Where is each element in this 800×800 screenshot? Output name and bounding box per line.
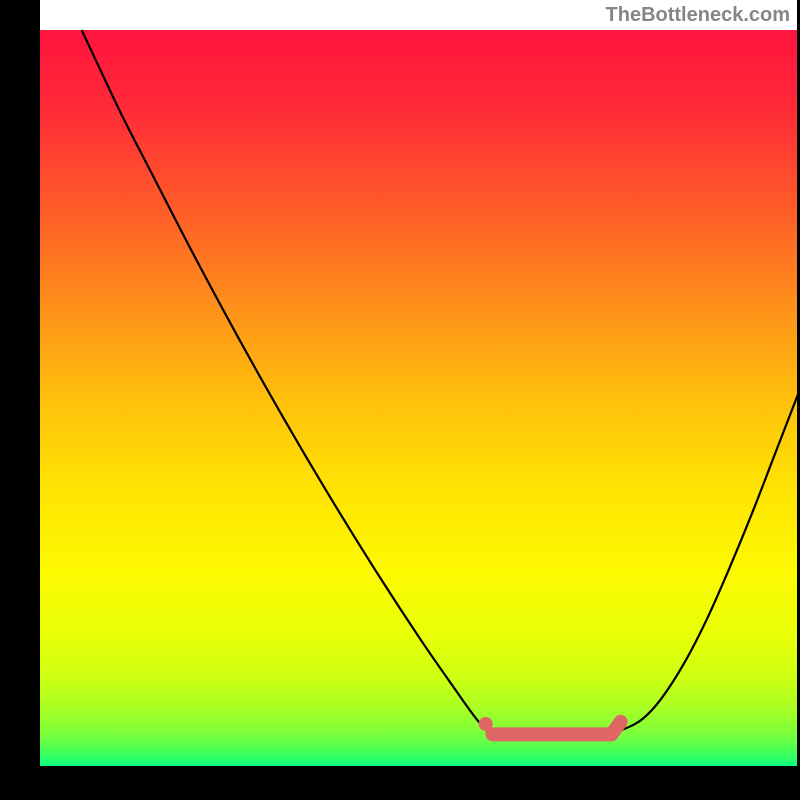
chart-svg xyxy=(0,0,800,800)
border-left xyxy=(0,0,40,800)
watermark-text: TheBottleneck.com xyxy=(606,4,790,27)
marker-dot xyxy=(479,717,493,731)
gradient-background xyxy=(40,30,798,766)
bottleneck-chart: TheBottleneck.com xyxy=(0,0,800,800)
border-bottom xyxy=(0,766,800,800)
